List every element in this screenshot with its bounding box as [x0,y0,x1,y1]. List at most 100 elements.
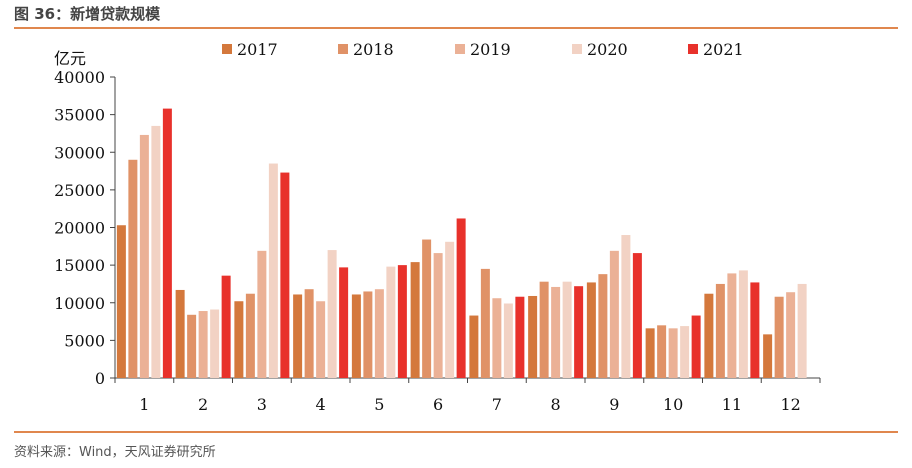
top-divider [14,27,898,29]
bar-2018-11 [715,283,725,378]
bar-2017-5 [351,294,361,378]
bar-2019-8 [551,286,561,378]
bar-2020-1 [151,125,161,378]
legend-label-2018: 2018 [353,40,394,59]
bar-2020-10 [680,326,690,378]
bar-2021-6 [456,218,466,378]
bar-2019-3 [257,250,267,378]
bar-2021-4 [339,267,349,378]
legend-label-2019: 2019 [470,40,511,59]
x-tick-label: 10 [663,395,683,414]
y-tick-label: 5000 [64,331,105,350]
bar-2019-12 [786,292,796,378]
bar-2018-6 [422,239,432,378]
legend-swatch-2020 [572,44,582,54]
bar-2019-9 [609,250,619,378]
x-tick-label: 6 [433,395,443,414]
bar-2021-7 [515,296,525,378]
bar-2019-4 [316,301,326,378]
y-tick-label: 20000 [54,219,105,238]
x-tick-label: 4 [316,395,326,414]
bar-2018-8 [539,281,549,378]
x-tick-label: 3 [257,395,267,414]
bar-2020-8 [562,281,572,378]
bar-2018-7 [480,268,490,378]
legend-swatch-2021 [688,44,698,54]
bar-2017-1 [116,225,126,378]
y-tick-label: 15000 [54,256,105,275]
bar-chart: 亿元 2017 2018 2019 2020 2021 0 5000 10000 15000 2… [54,40,821,414]
legend-label-2021: 2021 [703,40,744,59]
legend-swatch-2019 [455,44,465,54]
bar-2020-3 [268,163,278,378]
x-tick-label: 2 [198,395,208,414]
bar-2020-6 [445,241,455,378]
bar-2018-9 [598,274,608,378]
bar-2021-10 [691,315,701,378]
x-axis: 1 2 3 4 5 6 7 8 9 10 11 12 [114,377,821,414]
bar-2021-9 [632,253,642,378]
bar-2017-7 [469,315,479,378]
y-unit-label: 亿元 [54,49,86,68]
bar-2021-8 [574,286,584,378]
bar-2018-4 [304,289,314,378]
bar-2018-5 [363,291,373,378]
bar-2019-5 [374,289,384,378]
x-tick-label: 8 [551,395,561,414]
y-tick-label: 10000 [54,294,105,313]
legend-label-2020: 2020 [587,40,628,59]
bar-2019-2 [198,311,208,378]
bar-2017-10 [645,328,655,378]
legend-swatch-2018 [338,44,348,54]
bar-2021-11 [750,282,760,378]
y-tick-label: 0 [95,369,105,388]
bars [116,108,807,378]
bar-2018-12 [774,296,784,378]
bar-2018-3 [245,293,255,378]
bar-2017-2 [175,289,185,378]
y-tick-label: 40000 [54,68,105,87]
x-tick-label: 9 [609,395,619,414]
legend: 2017 2018 2019 2020 2021 [222,40,744,59]
bar-2017-6 [410,262,420,378]
source-note: 资料来源：Wind，天风证券研究所 [14,445,216,460]
bar-2020-4 [327,250,337,378]
bar-2017-11 [704,293,714,378]
bar-2019-1 [139,134,149,378]
bar-2021-3 [280,172,290,378]
bar-2018-1 [128,159,138,378]
x-tick-label: 5 [374,395,384,414]
x-tick-label: 11 [722,395,742,414]
bar-2017-3 [234,301,244,378]
bar-2018-2 [187,314,197,378]
legend-swatch-2017 [222,44,232,54]
bar-2019-6 [433,253,443,378]
bar-2019-11 [727,273,737,378]
bar-2017-4 [293,294,303,378]
bar-2020-2 [210,309,220,378]
bar-2021-1 [162,108,172,378]
x-tick-label: 12 [780,395,800,414]
bar-2020-5 [386,266,396,378]
bar-2018-10 [657,325,667,378]
bar-2021-2 [221,275,231,378]
y-tick-label: 35000 [54,106,105,125]
y-axis: 0 5000 10000 15000 20000 25000 30000 35000 40000 [54,68,116,388]
bottom-divider [14,431,898,433]
legend-label-2017: 2017 [237,40,278,59]
bar-2019-10 [668,328,678,378]
bar-2020-7 [503,303,513,378]
bar-2020-12 [797,283,807,378]
bar-2017-8 [528,295,538,378]
bar-2020-9 [621,235,631,378]
x-tick-label: 7 [492,395,502,414]
figure-title: 图 36：新增贷款规模 [14,5,161,23]
y-tick-label: 25000 [54,181,105,200]
y-tick-label: 30000 [54,143,105,162]
bar-2019-7 [492,298,502,378]
bar-2021-5 [397,265,407,378]
bar-2020-11 [738,270,748,378]
bar-2017-12 [763,334,773,378]
bar-2017-9 [586,282,596,378]
x-tick-label: 1 [139,395,149,414]
